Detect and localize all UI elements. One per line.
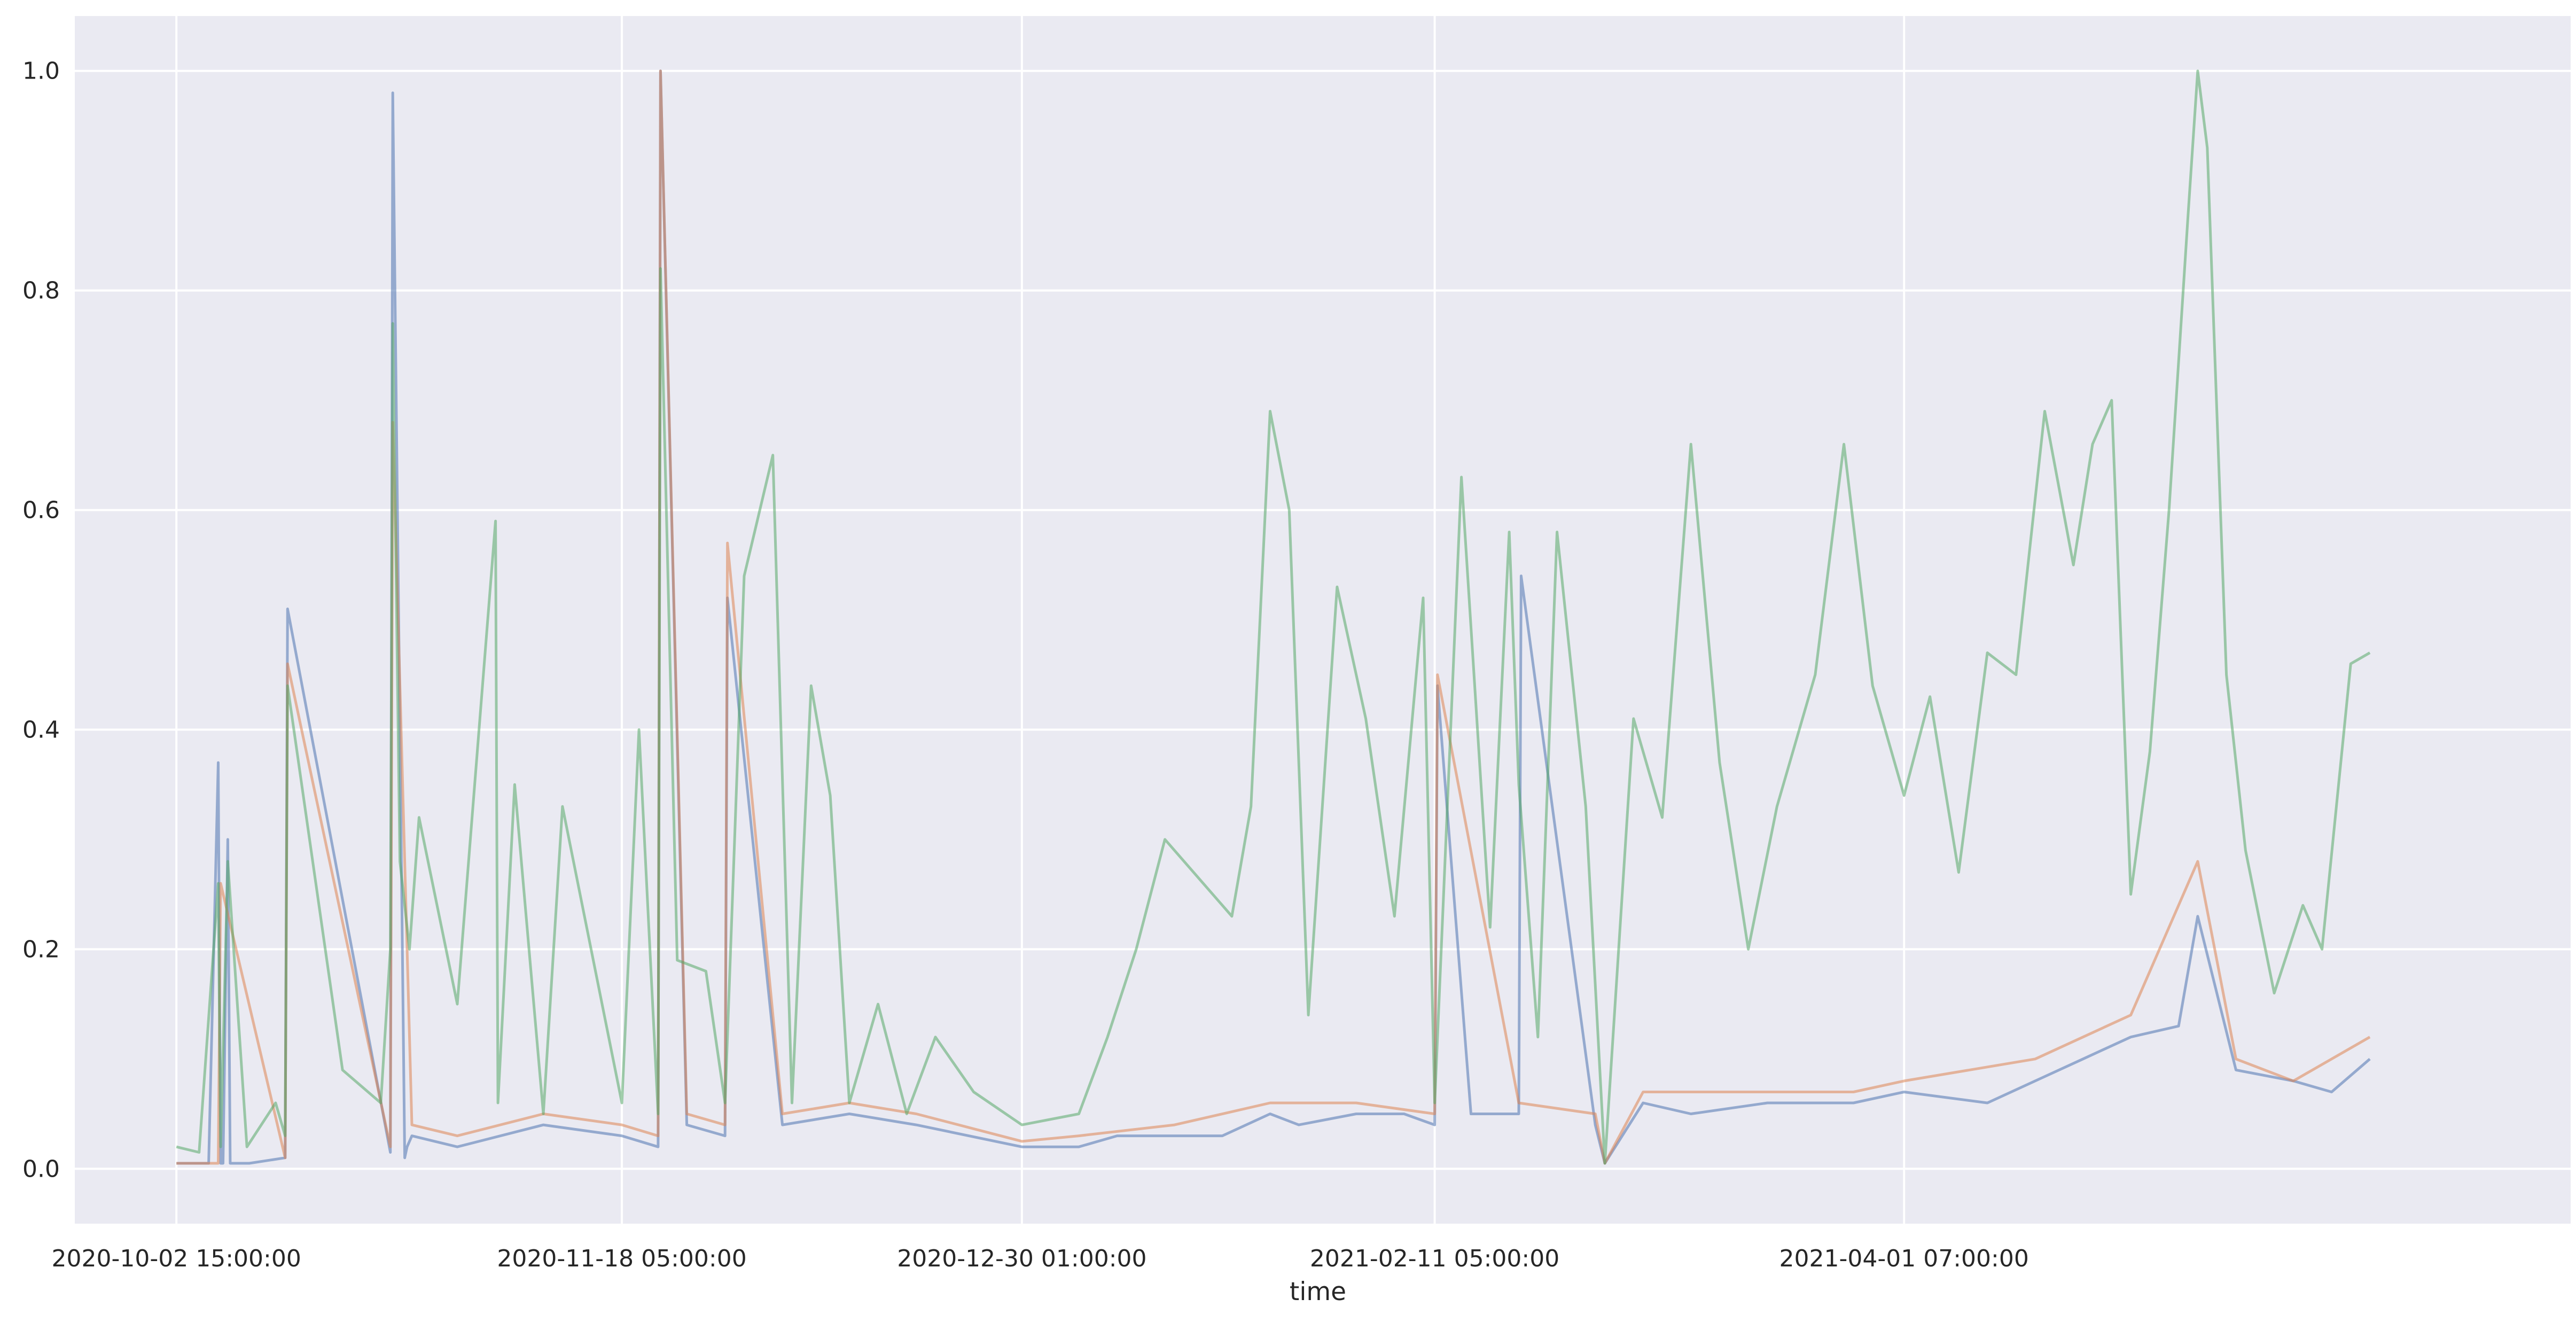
series-lines xyxy=(176,69,2371,1165)
y-tick-label: 0.6 xyxy=(22,497,60,524)
series-line-2 xyxy=(176,69,2371,1165)
x-tick-label: 2020-11-18 05:00:00 xyxy=(497,1245,746,1272)
y-tick-label: 0.0 xyxy=(22,1155,60,1183)
x-tick-label: 2020-10-02 15:00:00 xyxy=(52,1245,301,1272)
x-tick-labels: 2020-10-02 15:00:00 2020-11-18 05:00:00 20… xyxy=(52,1245,2029,1272)
x-tick-label: 2021-02-11 05:00:00 xyxy=(1310,1245,1559,1272)
x-tick-label: 2021-04-01 07:00:00 xyxy=(1779,1245,2029,1272)
y-tick-label: 0.2 xyxy=(22,936,60,963)
y-tick-labels: 0.0 0.2 0.4 0.6 0.8 1.0 xyxy=(22,58,60,1183)
y-tick-label: 0.8 xyxy=(22,277,60,305)
x-axis-title: time xyxy=(1290,1277,1346,1307)
series-line-3 xyxy=(176,69,2371,1165)
gridlines xyxy=(75,16,2571,1224)
x-tick-label: 2020-12-30 01:00:00 xyxy=(897,1245,1146,1272)
y-tick-label: 1.0 xyxy=(22,58,60,85)
y-tick-label: 0.4 xyxy=(22,716,60,743)
plot-background xyxy=(75,16,2571,1224)
